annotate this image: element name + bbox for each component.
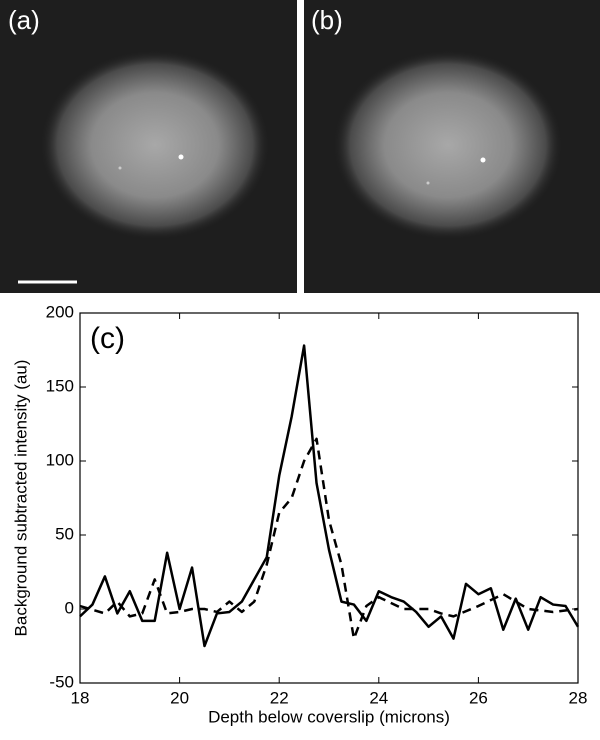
x-tick-label: 28	[569, 688, 588, 707]
y-tick-label: 100	[46, 450, 74, 469]
y-tick-label: 0	[65, 598, 74, 617]
x-tick-label: 20	[170, 688, 189, 707]
data-line	[79, 344, 580, 648]
image-b: (b)	[304, 0, 600, 293]
y-tick-label: 50	[55, 524, 74, 543]
image-a: (a)	[0, 0, 297, 293]
data-line	[79, 437, 579, 640]
y-axis-label: Background subtracted intensity (au)	[11, 360, 30, 637]
x-tick-label: 26	[469, 688, 488, 707]
y-tick-label: 200	[46, 302, 74, 321]
x-tick-label: 24	[369, 688, 388, 707]
panel-label: (b)	[311, 5, 343, 35]
panel-label: (a)	[8, 5, 40, 35]
y-tick-label: 150	[46, 376, 74, 395]
panel-label: (c)	[90, 322, 125, 355]
x-axis-label: Depth below coverslip (microns)	[208, 707, 450, 726]
x-tick-label: 22	[270, 688, 289, 707]
x-tick-label: 18	[71, 688, 90, 707]
plot-frame	[79, 312, 579, 684]
y-tick-label: -50	[49, 672, 74, 691]
